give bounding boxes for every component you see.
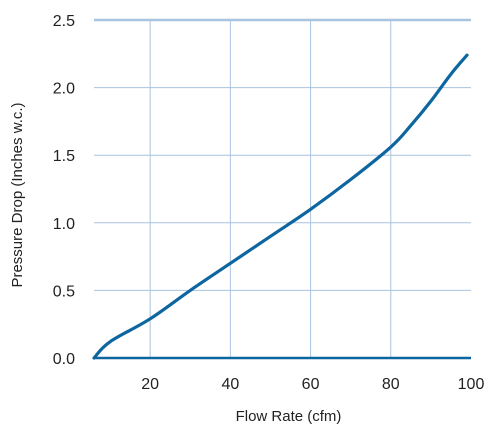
y-tick-label-2.0: 2.0 <box>53 81 75 98</box>
y-tick-label-0.0: 0.0 <box>53 351 75 368</box>
y-tick-label-1.0: 1.0 <box>53 216 75 233</box>
series-line-0 <box>92 53 469 360</box>
y-tick-label-2.5: 2.5 <box>53 13 75 30</box>
x-tick-label-20: 20 <box>141 376 159 393</box>
y-axis-title: Pressure Drop (Inches w.c.) <box>9 102 26 287</box>
series-layer <box>92 53 469 360</box>
y-tick-label-0.5: 0.5 <box>53 283 75 300</box>
x-axis-title: Flow Rate (cfm) <box>236 408 342 425</box>
x-tick-label-40: 40 <box>221 376 239 393</box>
x-tick-label-80: 80 <box>382 376 400 393</box>
y-tick-label-1.5: 1.5 <box>53 148 75 165</box>
label-layer: 20 40 60 80 100 0.0 0.5 1.0 1.5 2.0 2.5 Flow Rate (… <box>9 13 484 425</box>
x-tick-label-60: 60 <box>302 376 320 393</box>
x-tick-label-100: 100 <box>458 376 485 393</box>
grid-layer <box>94 20 471 358</box>
axis-layer <box>94 18 471 360</box>
